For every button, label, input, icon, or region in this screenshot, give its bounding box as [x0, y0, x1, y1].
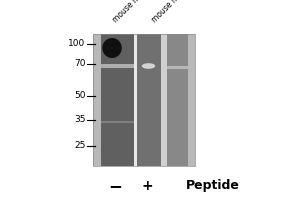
- Text: 70: 70: [74, 60, 85, 68]
- Text: mouse heart: mouse heart: [111, 0, 151, 24]
- Bar: [100, 121, 134, 123]
- Text: 100: 100: [68, 40, 86, 48]
- Bar: [100, 34, 134, 166]
- Ellipse shape: [142, 63, 155, 69]
- Bar: [160, 34, 166, 166]
- Text: +: +: [141, 179, 153, 193]
- Bar: [167, 66, 188, 69]
- Bar: [100, 64, 134, 68]
- Text: 35: 35: [74, 116, 85, 124]
- Text: Peptide: Peptide: [186, 180, 240, 192]
- Ellipse shape: [102, 38, 122, 58]
- Text: 50: 50: [74, 92, 85, 100]
- Text: −: −: [109, 177, 122, 195]
- Bar: [136, 34, 160, 166]
- Bar: [134, 34, 136, 166]
- Bar: [93, 34, 195, 166]
- Text: mouse heart: mouse heart: [150, 0, 190, 24]
- Text: 25: 25: [74, 142, 85, 150]
- Bar: [167, 34, 188, 166]
- Bar: [93, 34, 195, 166]
